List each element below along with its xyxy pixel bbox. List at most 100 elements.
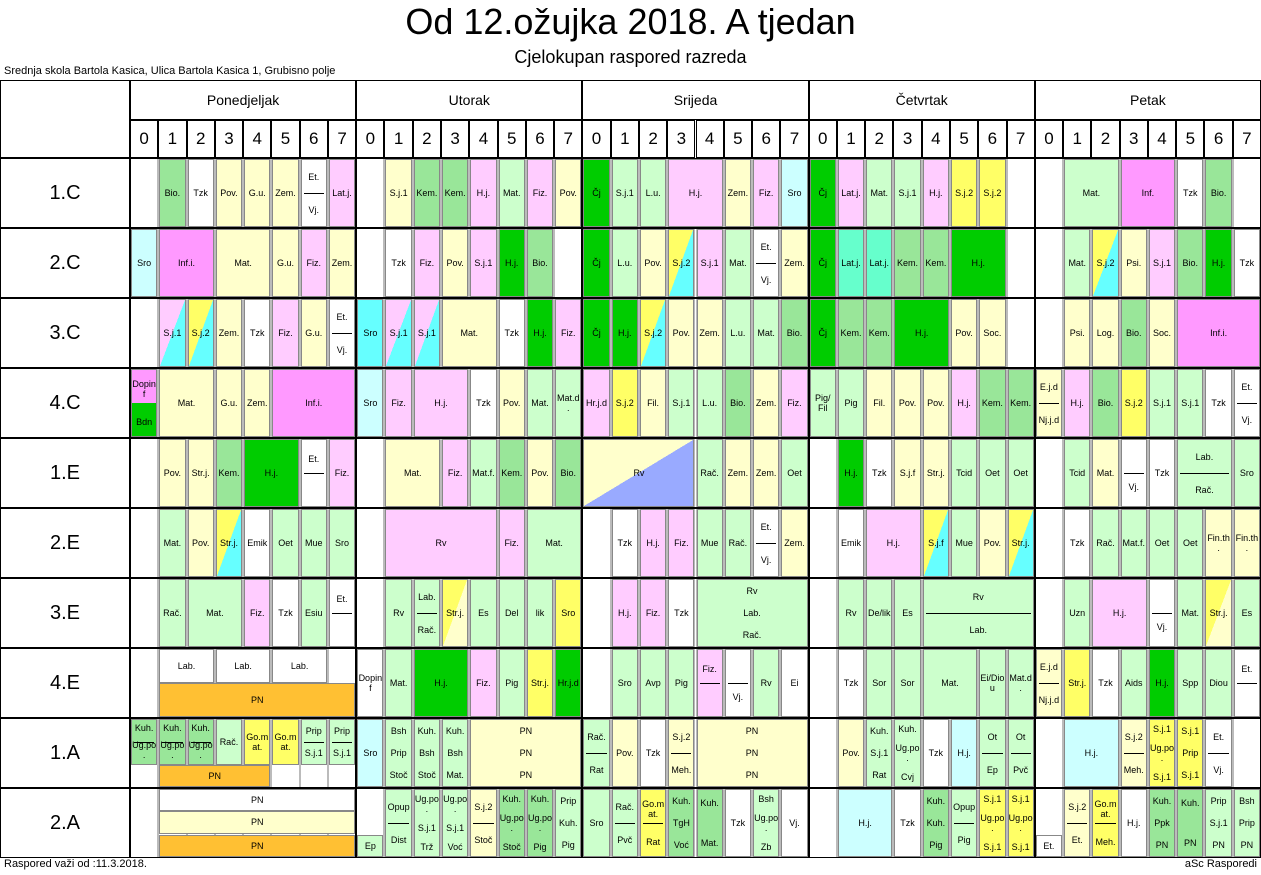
lesson-cell[interactable]: Es	[894, 579, 921, 647]
lesson-cell[interactable]: S.j.1	[385, 159, 412, 227]
lesson-cell[interactable]: Tzk	[668, 579, 695, 647]
lesson-cell[interactable]: Kuh. Bsh Stoč	[413, 719, 441, 787]
lesson-cell[interactable]: Str.j.	[526, 649, 554, 717]
lesson-cell[interactable]: Tzk	[1092, 649, 1119, 717]
lesson-cell[interactable]: Kuh. S.j.1 Rat	[866, 719, 893, 787]
lesson-cell[interactable]: Hr.j.d	[555, 649, 582, 717]
lesson-cell[interactable]: H.j.	[1148, 649, 1176, 717]
lesson-cell[interactable]: S.j.1	[1177, 369, 1204, 437]
lesson-cell[interactable]: S.j.2 Stoč	[470, 789, 497, 857]
lesson-cell[interactable]: PN	[159, 764, 271, 787]
lesson-cell[interactable]: Tzk	[866, 439, 893, 507]
lesson-cell[interactable]: H.j.	[611, 579, 638, 647]
lesson-cell[interactable]: Tzk	[498, 299, 525, 367]
lesson-cell[interactable]: Rv	[385, 579, 412, 647]
lesson-cell[interactable]: Zem.	[244, 369, 271, 437]
lesson-cell[interactable]: G.u.	[272, 229, 299, 297]
lesson-cell[interactable]: Oet	[1148, 509, 1176, 577]
lesson-cell[interactable]: Ep	[357, 834, 384, 857]
lesson-cell[interactable]: Zem.	[753, 369, 780, 437]
lesson-cell[interactable]: Mat.	[385, 439, 441, 507]
lesson-cell[interactable]: Rač.	[724, 509, 752, 577]
lesson-cell[interactable]: Kem.	[1007, 369, 1034, 437]
lesson-cell[interactable]: Rač.	[215, 719, 243, 765]
lesson-cell[interactable]: Mat.	[1064, 229, 1091, 297]
lesson-cell[interactable]: Rv	[837, 579, 865, 647]
lesson-cell[interactable]: Bio.	[159, 159, 186, 227]
lesson-cell[interactable]: Es	[470, 579, 497, 647]
lesson-cell[interactable]: Fiz.	[470, 649, 497, 717]
lesson-cell[interactable]: Prip Kuh. Pig	[555, 789, 582, 857]
lesson-cell[interactable]: Kuh. Ug.po .	[159, 719, 186, 765]
lesson-cell[interactable]: Kuh. PN	[1177, 789, 1204, 857]
lesson-cell[interactable]: Kem.	[894, 229, 921, 297]
lesson-cell[interactable]: Psi.	[1064, 299, 1091, 367]
lesson-cell[interactable]: Pov.	[837, 719, 865, 787]
lesson-cell[interactable]: Čj	[583, 299, 610, 367]
lesson-cell[interactable]: H.j.	[639, 509, 667, 577]
lesson-cell[interactable]: Sro	[328, 509, 356, 577]
lesson-cell[interactable]: Mat.	[498, 159, 525, 227]
lesson-cell[interactable]: Ug.po . S.j.1 Voć	[442, 789, 469, 857]
lesson-cell[interactable]: Pov.	[526, 439, 554, 507]
lesson-cell[interactable]: Tzk	[922, 719, 949, 787]
lesson-cell[interactable]: Vj.	[1120, 439, 1147, 507]
lesson-cell[interactable]: Čj	[583, 159, 610, 227]
lesson-cell[interactable]: Inf.i.	[272, 369, 356, 437]
lesson-cell[interactable]: Mat.	[1177, 579, 1204, 647]
lesson-cell[interactable]: Log.	[1092, 299, 1119, 367]
lesson-cell[interactable]: Ei/Dio u	[979, 649, 1006, 717]
lesson-cell[interactable]: Tzk	[1148, 439, 1176, 507]
lesson-cell[interactable]: Kuh. Kuh. Pig	[922, 789, 949, 857]
lesson-cell[interactable]: Uzn	[1064, 579, 1091, 647]
lesson-cell[interactable]: Ot Ep	[979, 719, 1006, 787]
lesson-cell[interactable]: Et. Vj.	[753, 509, 780, 577]
lesson-cell[interactable]: S.j.2 Et.	[1064, 789, 1091, 857]
lesson-cell[interactable]: S.j.1	[159, 299, 186, 367]
lesson-cell[interactable]: Mue	[696, 509, 723, 577]
lesson-cell[interactable]: PN	[159, 683, 356, 717]
lesson-cell[interactable]: Mat.	[187, 579, 243, 647]
lesson-cell[interactable]: Et. Vj.	[753, 229, 780, 297]
lesson-cell[interactable]: Fiz.	[272, 299, 299, 367]
lesson-cell[interactable]: Čj	[809, 229, 836, 297]
lesson-cell[interactable]: S.j.2	[187, 299, 214, 367]
lesson-cell[interactable]: Fiz.	[696, 649, 723, 717]
lesson-cell[interactable]: Str.j.	[922, 439, 949, 507]
lesson-cell[interactable]: H.j.	[1205, 229, 1232, 297]
lesson-cell[interactable]: Et. Vj.	[328, 299, 356, 367]
lesson-cell[interactable]: Bio.	[781, 299, 808, 367]
lesson-cell[interactable]: Mat.f.	[470, 439, 497, 507]
lesson-cell[interactable]: S.j.1	[1148, 229, 1176, 297]
lesson-cell[interactable]: Mat.	[753, 299, 780, 367]
lesson-cell[interactable]: Kuh. TgH Voć	[668, 789, 695, 857]
lesson-cell[interactable]: Kem.	[413, 159, 441, 227]
lesson-cell[interactable]: Mat.	[215, 229, 271, 297]
lesson-cell[interactable]: Rv	[385, 509, 497, 577]
lesson-cell[interactable]: S.j.2	[979, 159, 1006, 227]
lesson-cell[interactable]: Pig	[837, 369, 865, 437]
lesson-cell[interactable]: Kem.	[922, 229, 949, 297]
lesson-cell[interactable]: S.j.1 Ug.po . S.j.1	[1007, 789, 1034, 857]
lesson-cell[interactable]: Go.m at. Rat	[639, 789, 667, 857]
lesson-cell[interactable]: Sor	[866, 649, 893, 717]
lesson-cell[interactable]: Sro	[555, 579, 582, 647]
lesson-cell[interactable]: Rač.	[696, 439, 723, 507]
lesson-cell[interactable]: S.j.1	[385, 299, 412, 367]
lesson-cell[interactable]: S.j.2	[950, 159, 978, 227]
lesson-cell[interactable]: G.u.	[215, 369, 243, 437]
lesson-cell[interactable]: H.j.	[866, 509, 921, 577]
lesson-cell[interactable]: S.j.1	[413, 299, 441, 367]
lesson-cell[interactable]: Fiz.	[385, 369, 412, 437]
lesson-cell[interactable]: Bsh Prip Stoč	[385, 719, 412, 787]
lesson-cell[interactable]: H.j.	[837, 439, 865, 507]
lesson-cell[interactable]: H.j.	[526, 299, 554, 367]
lesson-cell[interactable]: Mat.	[385, 649, 412, 717]
lesson-cell[interactable]: Fiz.	[328, 439, 356, 507]
lesson-cell[interactable]: Sro	[781, 159, 808, 227]
lesson-cell[interactable]: L.u.	[639, 159, 667, 227]
lesson-cell[interactable]: Str.j.	[1064, 649, 1091, 717]
lesson-cell[interactable]: Go.m at.	[272, 719, 299, 765]
lesson-cell[interactable]: Bio.	[1120, 299, 1147, 367]
lesson-cell[interactable]: Oet	[979, 439, 1006, 507]
